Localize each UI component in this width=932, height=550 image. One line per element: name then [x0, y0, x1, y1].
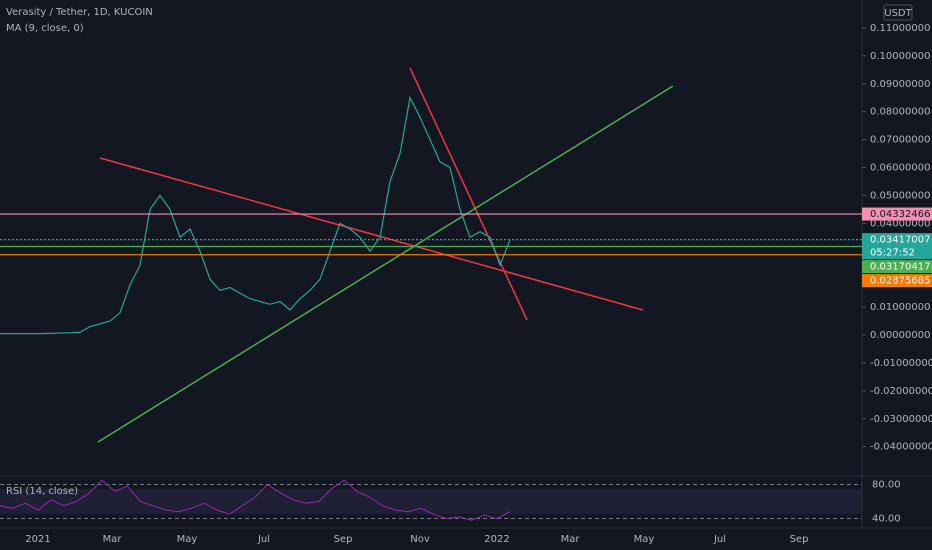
- time-label: Jul: [257, 534, 270, 545]
- time-label: 2021: [25, 534, 50, 545]
- currency[interactable]: USDT: [884, 8, 912, 19]
- trend-line[interactable]: [99, 157, 644, 311]
- ma-label: MA (9, close, 0): [6, 23, 84, 34]
- time-label: Sep: [334, 534, 353, 545]
- price-tick-label: 0.11000000: [870, 23, 930, 34]
- time-label: May: [177, 534, 198, 545]
- symbol-title: Verasity / Tether, 1D, KUCOIN: [6, 7, 153, 18]
- price-tick-label: 0.06000000: [870, 163, 930, 174]
- price-tag-label: 0.03417007: [870, 235, 930, 246]
- price-tick-label: 0.07000000: [870, 135, 930, 146]
- time-label: Mar: [103, 534, 123, 545]
- price-tag: [862, 260, 932, 274]
- rsi-label: RSI (14, close): [6, 486, 78, 497]
- price-tick-label: 0.08000000: [870, 107, 930, 118]
- price-tick-label: -0.02000000: [870, 386, 932, 397]
- trend-line[interactable]: [97, 85, 674, 443]
- time-label: Jul: [713, 534, 726, 545]
- time-label: Mar: [561, 534, 581, 545]
- rsi-tick-label: 80.00: [872, 480, 901, 491]
- price-tick-label: 0.01000000: [870, 302, 930, 313]
- trend-line[interactable]: [409, 67, 528, 321]
- price-tick-label: -0.01000000: [870, 358, 932, 369]
- rsi-band: [0, 489, 862, 514]
- price-tick-label: 0.10000000: [870, 51, 930, 62]
- price-tick-label: 0.04000000: [870, 218, 930, 229]
- price-line: [0, 95, 511, 335]
- price-tag: [862, 233, 932, 260]
- price-tag-label: 0.03170417: [870, 262, 930, 273]
- rsi-line: [0, 479, 511, 521]
- rsi-tick-label: 40.00: [872, 514, 901, 525]
- price-tick-label: 0.09000000: [870, 79, 930, 90]
- time-label: Sep: [790, 534, 809, 545]
- price-tick-label: -0.04000000: [870, 442, 932, 453]
- countdown: 05:27:52: [870, 248, 915, 259]
- price-tick-label: 0.05000000: [870, 190, 930, 201]
- currency-box[interactable]: [883, 4, 913, 21]
- price-tag: [862, 274, 932, 288]
- price-tag-label: 0.02875685: [870, 276, 930, 287]
- price-tag-label: 0.04332466: [870, 209, 930, 220]
- price-tag: [862, 207, 932, 221]
- time-label: 2022: [484, 534, 509, 545]
- time-label: Nov: [410, 534, 430, 545]
- price-tick-label: -0.03000000: [870, 414, 932, 425]
- time-label: May: [634, 534, 655, 545]
- price-tick-label: 0.00000000: [870, 330, 930, 341]
